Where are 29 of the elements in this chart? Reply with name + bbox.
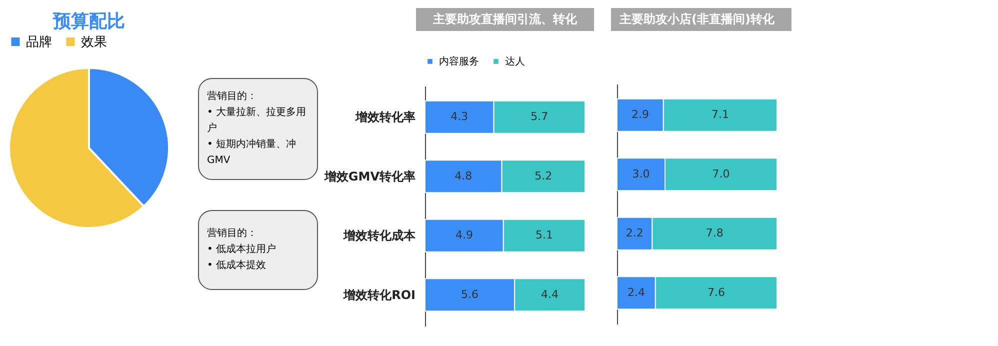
legend-label: 效果: [81, 34, 107, 50]
data-label: 7.0: [712, 167, 730, 180]
data-label: 4.4: [541, 288, 559, 301]
data-label: 5.7: [530, 110, 548, 124]
data-label: 4.8: [454, 169, 472, 182]
text: 营销目的： • 大量拉新、拉更多用户 • 短期内冲销量、冲GMV: [198, 78, 318, 180]
data-label: 5.2: [534, 169, 552, 182]
data-label: 2.2: [626, 226, 644, 240]
y-tick-label: 增效转化ROI: [342, 288, 416, 302]
text: 营销目的： • 低成本拉用户 • 低成本提效: [198, 210, 318, 290]
data-label: 3.0: [632, 167, 650, 180]
data-label: 7.1: [711, 108, 729, 122]
data-label: 7.8: [706, 226, 724, 240]
legend-label: 品牌: [26, 34, 52, 50]
chart-title: 预算配比: [52, 11, 125, 32]
data-label: 2.4: [627, 286, 645, 299]
legend-label: 达人: [505, 55, 525, 68]
chart-title: 主要助攻直播间引流、转化: [432, 12, 578, 26]
y-tick-label: 增效GMV转化率: [323, 169, 416, 184]
data-label: 5.6: [461, 288, 479, 301]
data-label: 7.6: [707, 286, 725, 299]
data-label: 5.1: [535, 228, 553, 242]
data-label: 2.9: [631, 108, 649, 122]
chart-title: 主要助攻小店(非直播间)转化: [618, 12, 776, 26]
y-tick-label: 增效转化率: [354, 110, 416, 124]
data-label: 4.3: [450, 110, 468, 124]
data-label: 4.9: [455, 228, 473, 242]
legend-label: 内容服务: [439, 55, 479, 68]
y-tick-label: 增效转化成本: [342, 228, 416, 243]
